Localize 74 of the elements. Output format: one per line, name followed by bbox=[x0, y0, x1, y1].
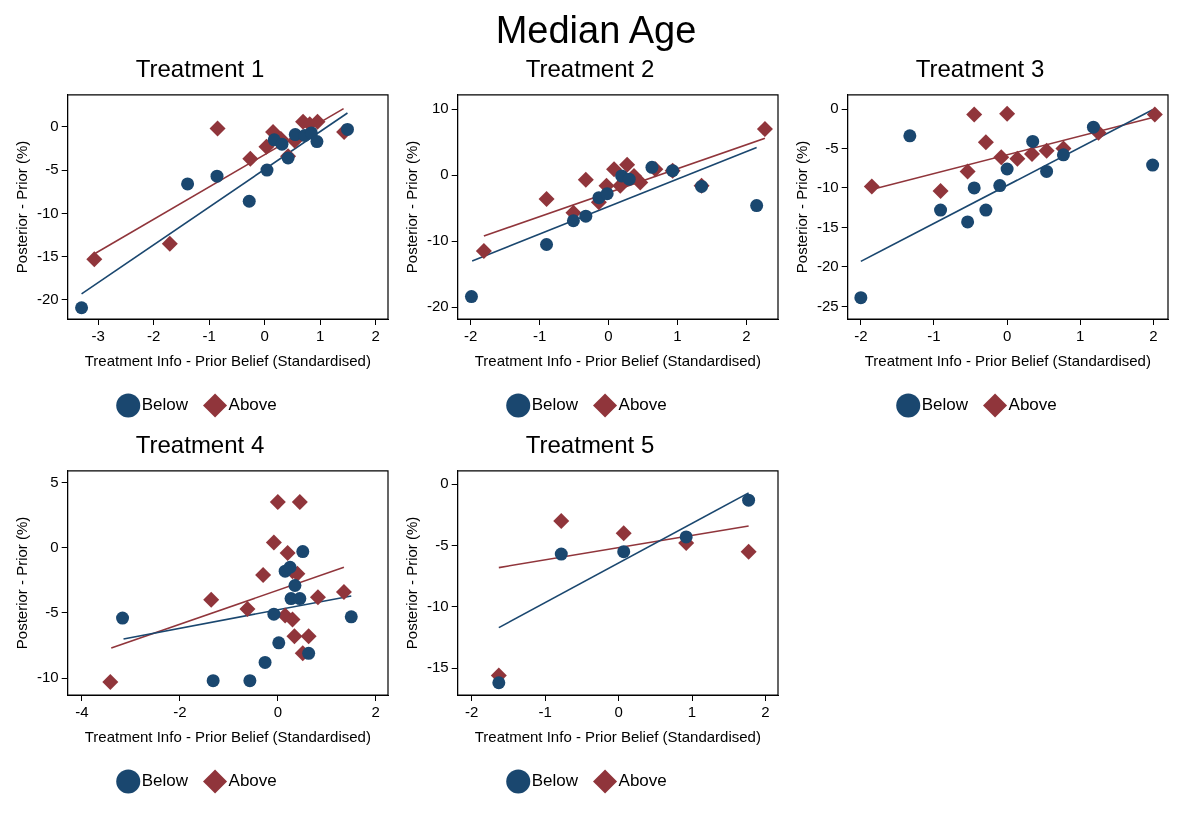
chart-title: Treatment 5 bbox=[525, 431, 655, 459]
x-tick-label: -1 bbox=[927, 327, 941, 345]
legend-label: Below bbox=[921, 395, 969, 415]
x-tick-label: 1 bbox=[316, 327, 325, 345]
y-axis-title: Posterior - Prior (%) bbox=[13, 140, 31, 274]
chart-title: Treatment 3 bbox=[915, 55, 1045, 83]
y-axis-title: Posterior - Prior (%) bbox=[403, 140, 421, 274]
x-axis-title: Treatment Info - Prior Belief (Standardised) bbox=[474, 728, 761, 746]
y-axis-title: Posterior - Prior (%) bbox=[13, 516, 31, 650]
y-tick-label: 0 bbox=[440, 165, 449, 183]
x-tick-label: -1 bbox=[202, 327, 216, 345]
y-tick-label: -5 bbox=[435, 535, 449, 553]
y-tick-label: -10 bbox=[36, 203, 59, 221]
y-tick-label: -15 bbox=[426, 658, 449, 676]
y-tick-label: -10 bbox=[36, 668, 59, 686]
legend-label: Above bbox=[618, 771, 667, 791]
x-axis-title: Treatment Info - Prior Belief (Standardised) bbox=[474, 352, 761, 370]
y-tick-label: -20 bbox=[426, 297, 449, 315]
y-tick-label: -20 bbox=[36, 290, 59, 308]
x-tick-label: -2 bbox=[173, 703, 187, 721]
y-tick-label: -10 bbox=[426, 231, 449, 249]
x-tick-label: 0 bbox=[273, 703, 282, 721]
y-tick-label: -5 bbox=[825, 138, 839, 156]
y-axis-title: Posterior - Prior (%) bbox=[403, 516, 421, 650]
x-tick-label: -1 bbox=[538, 703, 552, 721]
legend-label: Above bbox=[618, 395, 667, 415]
legend-label: Below bbox=[141, 395, 189, 415]
y-tick-label: -10 bbox=[426, 596, 449, 614]
legend-label: Above bbox=[228, 771, 277, 791]
x-axis-title: Treatment Info - Prior Belief (Standardised) bbox=[864, 352, 1151, 370]
x-tick-label: 2 bbox=[742, 327, 751, 345]
x-tick-label: -1 bbox=[532, 327, 547, 345]
x-tick-label: 0 bbox=[1002, 327, 1012, 345]
y-tick-label: -10 bbox=[816, 178, 839, 196]
y-tick-label: -15 bbox=[816, 217, 839, 235]
x-axis-title: Treatment Info - Prior Belief (Standardised) bbox=[84, 352, 371, 370]
chart-title: Treatment 2 bbox=[525, 55, 655, 83]
y-tick-label: -15 bbox=[36, 246, 59, 264]
x-axis-title: Treatment Info - Prior Belief (Standardised) bbox=[84, 728, 371, 746]
legend-label: Above bbox=[1008, 395, 1057, 415]
y-tick-label: -5 bbox=[45, 160, 59, 178]
y-axis-title: Posterior - Prior (%) bbox=[793, 140, 811, 274]
x-tick-label: 0 bbox=[260, 327, 269, 345]
chart-title: Treatment 4 bbox=[135, 431, 265, 459]
x-tick-label: 2 bbox=[371, 703, 380, 721]
text: Median Age bbox=[494, 8, 698, 52]
x-tick-label: 0 bbox=[614, 703, 623, 721]
legend-label: Below bbox=[531, 395, 579, 415]
x-tick-label: 1 bbox=[687, 703, 697, 721]
x-tick-label: 2 bbox=[761, 703, 770, 721]
y-tick-label: 0 bbox=[440, 474, 449, 492]
x-tick-label: 0 bbox=[604, 327, 613, 345]
y-tick-label: 0 bbox=[50, 116, 59, 134]
y-tick-label: 10 bbox=[431, 99, 449, 117]
x-tick-label: -3 bbox=[91, 327, 105, 345]
x-tick-label: 2 bbox=[371, 327, 380, 345]
y-tick-label: -5 bbox=[45, 603, 59, 621]
x-tick-label: 2 bbox=[1149, 327, 1158, 345]
legend-label: Below bbox=[141, 771, 189, 791]
x-tick-label: -2 bbox=[147, 327, 161, 345]
x-tick-label: 1 bbox=[1076, 327, 1085, 345]
chart-title: Treatment 1 bbox=[135, 55, 265, 83]
y-tick-label: 0 bbox=[50, 537, 59, 555]
x-tick-label: -2 bbox=[464, 327, 478, 345]
legend-label: Above bbox=[228, 395, 277, 415]
x-tick-label: -2 bbox=[854, 327, 868, 345]
y-tick-label: 0 bbox=[830, 99, 839, 117]
x-tick-label: -4 bbox=[75, 703, 89, 721]
legend-label: Below bbox=[531, 771, 579, 791]
y-tick-label: -20 bbox=[816, 257, 839, 275]
x-tick-label: 1 bbox=[673, 327, 682, 345]
y-tick-label: -25 bbox=[816, 296, 839, 314]
y-tick-label: 5 bbox=[50, 472, 59, 490]
x-tick-label: -2 bbox=[464, 703, 479, 721]
